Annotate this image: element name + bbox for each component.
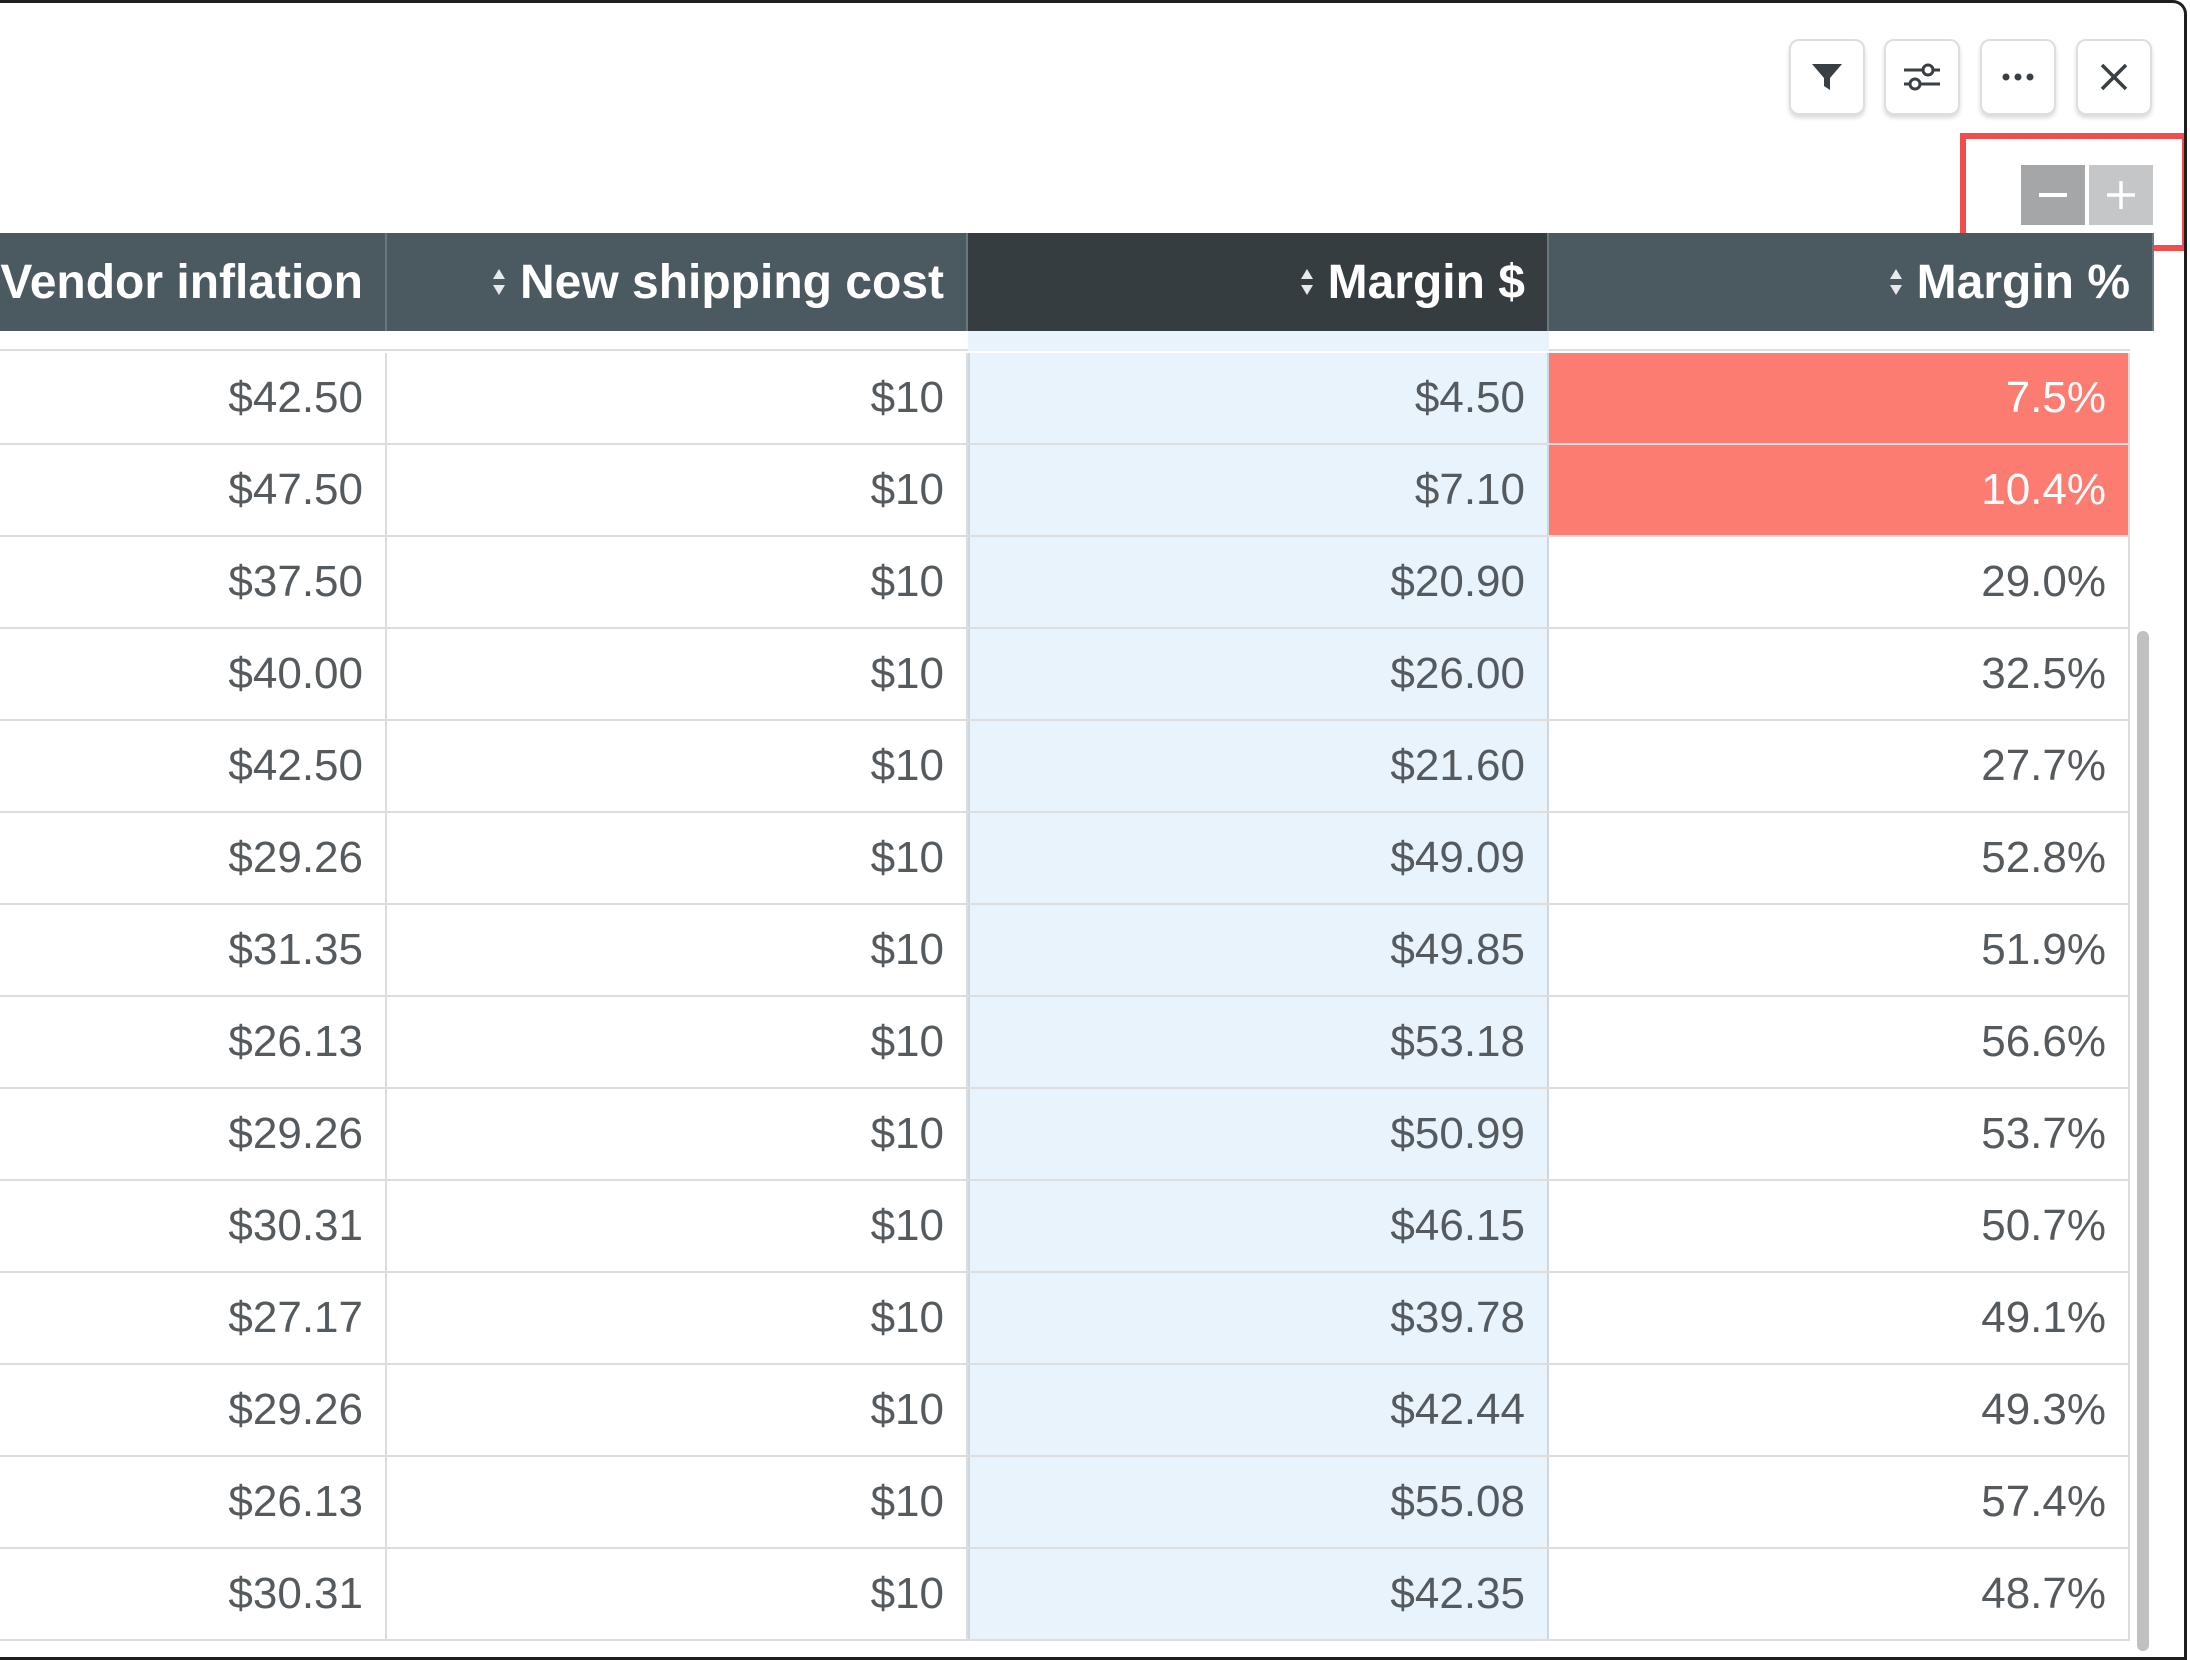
- sort-icon: [1889, 269, 1902, 295]
- cell-vendor-inflation[interactable]: $29.26: [0, 1365, 387, 1455]
- table-row[interactable]: $29.26 $10 $50.99 53.7%: [0, 1089, 2130, 1181]
- cell-margin-dollar[interactable]: $42.44: [968, 1365, 1549, 1455]
- cell-vendor-inflation[interactable]: $30.31: [0, 1181, 387, 1271]
- cell-margin-percent[interactable]: 29.0%: [1549, 537, 2130, 627]
- table-row[interactable]: $29.26 $10 $42.44 49.3%: [0, 1365, 2130, 1457]
- cell-new-shipping-cost[interactable]: $10: [387, 1457, 968, 1547]
- table-row[interactable]: $26.13 $10 $53.18 56.6%: [0, 997, 2130, 1089]
- cell-margin-dollar[interactable]: $7.10: [968, 445, 1549, 535]
- cell-margin-percent[interactable]: 49.1%: [1549, 1273, 2130, 1363]
- table-row[interactable]: $37.50 $10 $20.90 29.0%: [0, 537, 2130, 629]
- table-row[interactable]: $27.17 $10 $39.78 49.1%: [0, 1273, 2130, 1365]
- cell-new-shipping-cost[interactable]: $10: [387, 445, 968, 535]
- cell-vendor-inflation[interactable]: $26.13: [0, 997, 387, 1087]
- cell-margin-percent[interactable]: 51.9%: [1549, 905, 2130, 995]
- table-header: Vendor inflation New shipping cost Margi…: [0, 233, 2154, 331]
- table-row[interactable]: $30.31 $10 $42.35 48.7%: [0, 1549, 2130, 1641]
- zoom-out-button[interactable]: [2021, 165, 2085, 225]
- sort-icon: [492, 269, 505, 295]
- table-row[interactable]: $40.00 $10 $26.00 32.5%: [0, 629, 2130, 721]
- cell-new-shipping-cost[interactable]: $10: [387, 353, 968, 443]
- cell-vendor-inflation[interactable]: $37.50: [0, 537, 387, 627]
- cell-vendor-inflation[interactable]: $26.13: [0, 1457, 387, 1547]
- column-header-label: Margin %: [1916, 255, 2130, 309]
- table-row[interactable]: $26.13 $10 $55.08 57.4%: [0, 1457, 2130, 1549]
- cell-vendor-inflation[interactable]: $42.50: [0, 353, 387, 443]
- cell-new-shipping-cost[interactable]: $10: [387, 997, 968, 1087]
- cell-new-shipping-cost[interactable]: $10: [387, 905, 968, 995]
- cell-new-shipping-cost[interactable]: $10: [387, 1089, 968, 1179]
- cell-margin-dollar[interactable]: $26.00: [968, 629, 1549, 719]
- cell-new-shipping-cost[interactable]: $10: [387, 537, 968, 627]
- cell-vendor-inflation[interactable]: $40.00: [0, 629, 387, 719]
- margin-column-strip: [968, 331, 1549, 351]
- cell-margin-percent[interactable]: 53.7%: [1549, 1089, 2130, 1179]
- column-header-new-shipping-cost[interactable]: New shipping cost: [387, 233, 968, 331]
- cell-margin-percent[interactable]: 10.4%: [1549, 445, 2130, 535]
- cell-margin-percent[interactable]: 57.4%: [1549, 1457, 2130, 1547]
- cell-new-shipping-cost[interactable]: $10: [387, 1365, 968, 1455]
- table-row[interactable]: $29.26 $10 $49.09 52.8%: [0, 813, 2130, 905]
- cell-vendor-inflation[interactable]: $42.50: [0, 721, 387, 811]
- filter-button[interactable]: [1789, 39, 1865, 115]
- filter-icon: [1812, 64, 1842, 90]
- table-row[interactable]: $42.50 $10 $21.60 27.7%: [0, 721, 2130, 813]
- cell-vendor-inflation[interactable]: $27.17: [0, 1273, 387, 1363]
- close-icon: [2100, 63, 2128, 91]
- cell-margin-dollar[interactable]: $53.18: [968, 997, 1549, 1087]
- cell-margin-dollar[interactable]: $39.78: [968, 1273, 1549, 1363]
- sort-icon: [1300, 269, 1313, 295]
- cell-margin-percent[interactable]: 27.7%: [1549, 721, 2130, 811]
- column-header-label: Vendor inflation: [0, 255, 363, 309]
- sliders-icon: [1904, 63, 1940, 91]
- close-button[interactable]: [2076, 39, 2152, 115]
- scrollbar-thumb[interactable]: [2137, 631, 2149, 1651]
- cell-vendor-inflation[interactable]: $29.26: [0, 813, 387, 903]
- cell-margin-dollar[interactable]: $49.09: [968, 813, 1549, 903]
- cell-margin-percent[interactable]: 50.7%: [1549, 1181, 2130, 1271]
- table-row[interactable]: $47.50 $10 $7.10 10.4%: [0, 445, 2130, 537]
- cell-vendor-inflation[interactable]: $29.26: [0, 1089, 387, 1179]
- cell-margin-dollar[interactable]: $46.15: [968, 1181, 1549, 1271]
- minus-icon: [2039, 193, 2067, 197]
- table-row[interactable]: $42.50 $10 $4.50 7.5%: [0, 353, 2130, 445]
- plus-icon: [2107, 181, 2135, 209]
- column-header-label: Margin $: [1327, 255, 1525, 309]
- cell-margin-percent[interactable]: 48.7%: [1549, 1549, 2130, 1639]
- cell-margin-dollar[interactable]: $4.50: [968, 353, 1549, 443]
- cell-margin-dollar[interactable]: $50.99: [968, 1089, 1549, 1179]
- cell-new-shipping-cost[interactable]: $10: [387, 629, 968, 719]
- column-header-margin-dollar[interactable]: Margin $: [968, 233, 1549, 331]
- cell-margin-percent[interactable]: 7.5%: [1549, 353, 2130, 443]
- column-header-label: New shipping cost: [519, 255, 944, 309]
- cell-margin-dollar[interactable]: $49.85: [968, 905, 1549, 995]
- cell-vendor-inflation[interactable]: $47.50: [0, 445, 387, 535]
- cell-margin-dollar[interactable]: $55.08: [968, 1457, 1549, 1547]
- cell-new-shipping-cost[interactable]: $10: [387, 721, 968, 811]
- cell-vendor-inflation[interactable]: $30.31: [0, 1549, 387, 1639]
- cell-margin-percent[interactable]: 32.5%: [1549, 629, 2130, 719]
- cell-margin-dollar[interactable]: $21.60: [968, 721, 1549, 811]
- table-row-partial: [0, 331, 2130, 351]
- cell-new-shipping-cost[interactable]: $10: [387, 1549, 968, 1639]
- cell-margin-percent[interactable]: 52.8%: [1549, 813, 2130, 903]
- cell-margin-percent[interactable]: 56.6%: [1549, 997, 2130, 1087]
- zoom-in-button[interactable]: [2089, 165, 2153, 225]
- column-header-margin-percent[interactable]: Margin %: [1549, 233, 2154, 331]
- settings-button[interactable]: [1884, 39, 1960, 115]
- cell-margin-dollar[interactable]: $20.90: [968, 537, 1549, 627]
- more-options-button[interactable]: [1980, 39, 2056, 115]
- more-icon: [2002, 73, 2034, 81]
- cell-new-shipping-cost[interactable]: $10: [387, 813, 968, 903]
- cell-margin-dollar[interactable]: $42.35: [968, 1549, 1549, 1639]
- cell-new-shipping-cost[interactable]: $10: [387, 1273, 968, 1363]
- cell-margin-percent[interactable]: 49.3%: [1549, 1365, 2130, 1455]
- table-row[interactable]: $31.35 $10 $49.85 51.9%: [0, 905, 2130, 997]
- column-header-vendor-inflation[interactable]: Vendor inflation: [0, 233, 387, 331]
- cell-new-shipping-cost[interactable]: $10: [387, 1181, 968, 1271]
- cell-vendor-inflation[interactable]: $31.35: [0, 905, 387, 995]
- table-row[interactable]: $30.31 $10 $46.15 50.7%: [0, 1181, 2130, 1273]
